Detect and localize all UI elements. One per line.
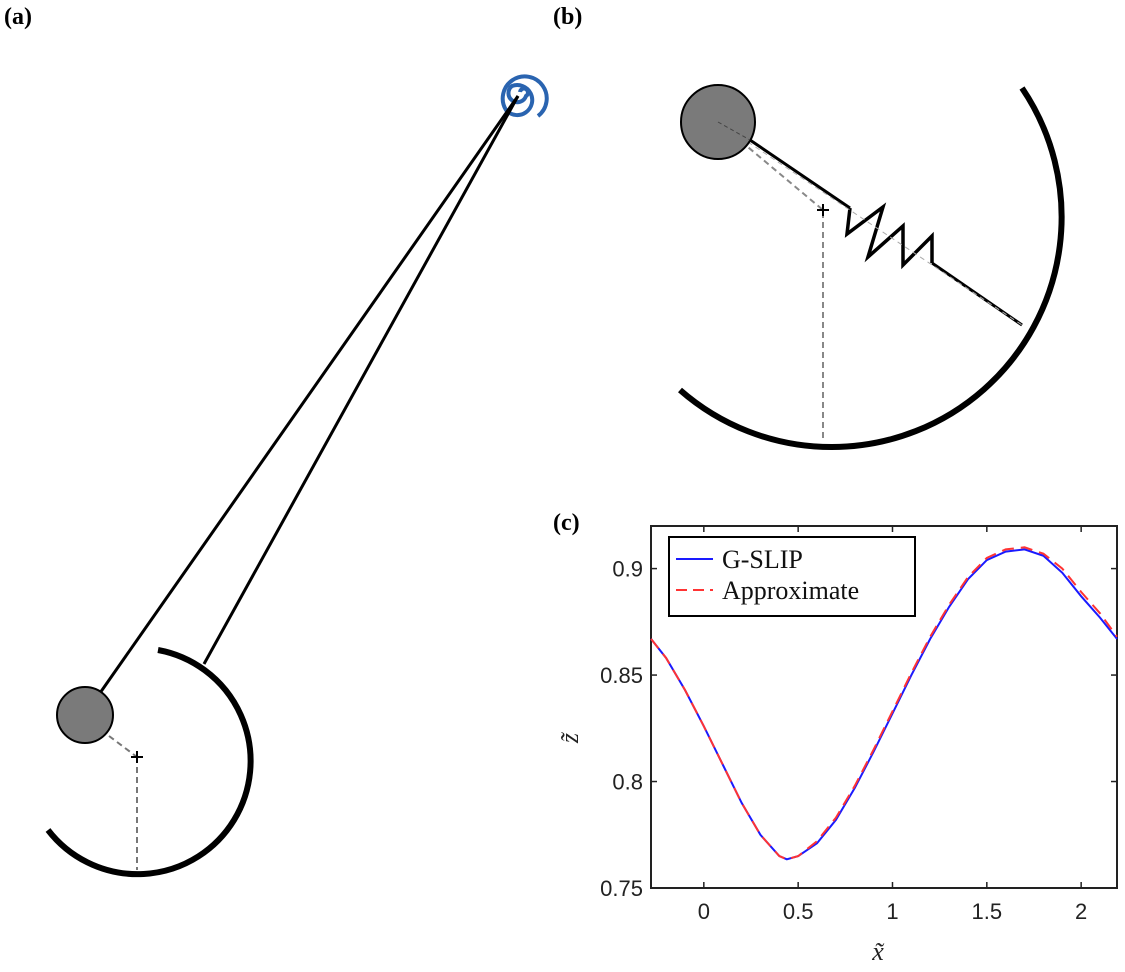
y-tick-label: 0.8 bbox=[612, 770, 643, 795]
panel-label-a: (a) bbox=[4, 4, 32, 30]
y-tick-label: 0.75 bbox=[600, 876, 643, 901]
panel-label-b: (b) bbox=[553, 4, 583, 30]
x-tick-label: 0.5 bbox=[783, 899, 814, 924]
x-tick-label: 0 bbox=[698, 899, 710, 924]
leg-line-to-foot bbox=[202, 95, 520, 665]
panel-a-diagram bbox=[45, 74, 549, 878]
panel-label-c: (c) bbox=[553, 510, 580, 536]
y-tick-label: 0.9 bbox=[612, 557, 643, 582]
leg-axis-dashed-inner bbox=[717, 121, 751, 141]
trajectory-chart: 0 0.5 1 1.5 2 0.75 0.8 0.85 0.9 G-SLIP Approxima… bbox=[555, 525, 1118, 966]
leg-axis-dashed bbox=[717, 121, 1023, 326]
leg-line-upper bbox=[749, 138, 851, 210]
spring-zigzag-icon bbox=[844, 202, 934, 270]
series-line-approximate bbox=[650, 546, 1118, 861]
center-marker-icon bbox=[817, 204, 829, 216]
x-tick-label: 2 bbox=[1075, 899, 1087, 924]
legend-label-approx: Approximate bbox=[722, 576, 859, 605]
x-tick-label: 1.5 bbox=[972, 899, 1003, 924]
y-tick-label: 0.85 bbox=[600, 663, 643, 688]
panel-b-diagram bbox=[678, 84, 1065, 451]
legend-label-gslip: G-SLIP bbox=[722, 545, 803, 574]
spiral-spring-icon bbox=[500, 74, 549, 118]
legend-box bbox=[668, 536, 916, 617]
x-axis-label: x̃ bbox=[871, 937, 885, 966]
point-mass bbox=[56, 686, 114, 744]
curved-foot-arc bbox=[45, 647, 254, 878]
legend: G-SLIP Approximate bbox=[668, 536, 916, 617]
x-tick-label: 1 bbox=[886, 899, 898, 924]
leg-line-to-mass bbox=[98, 95, 520, 694]
leg-line-lower bbox=[931, 261, 1023, 327]
center-marker-icon bbox=[131, 751, 143, 763]
curved-foot-arc bbox=[678, 86, 1065, 451]
y-axis-label: z̃ bbox=[555, 731, 584, 744]
